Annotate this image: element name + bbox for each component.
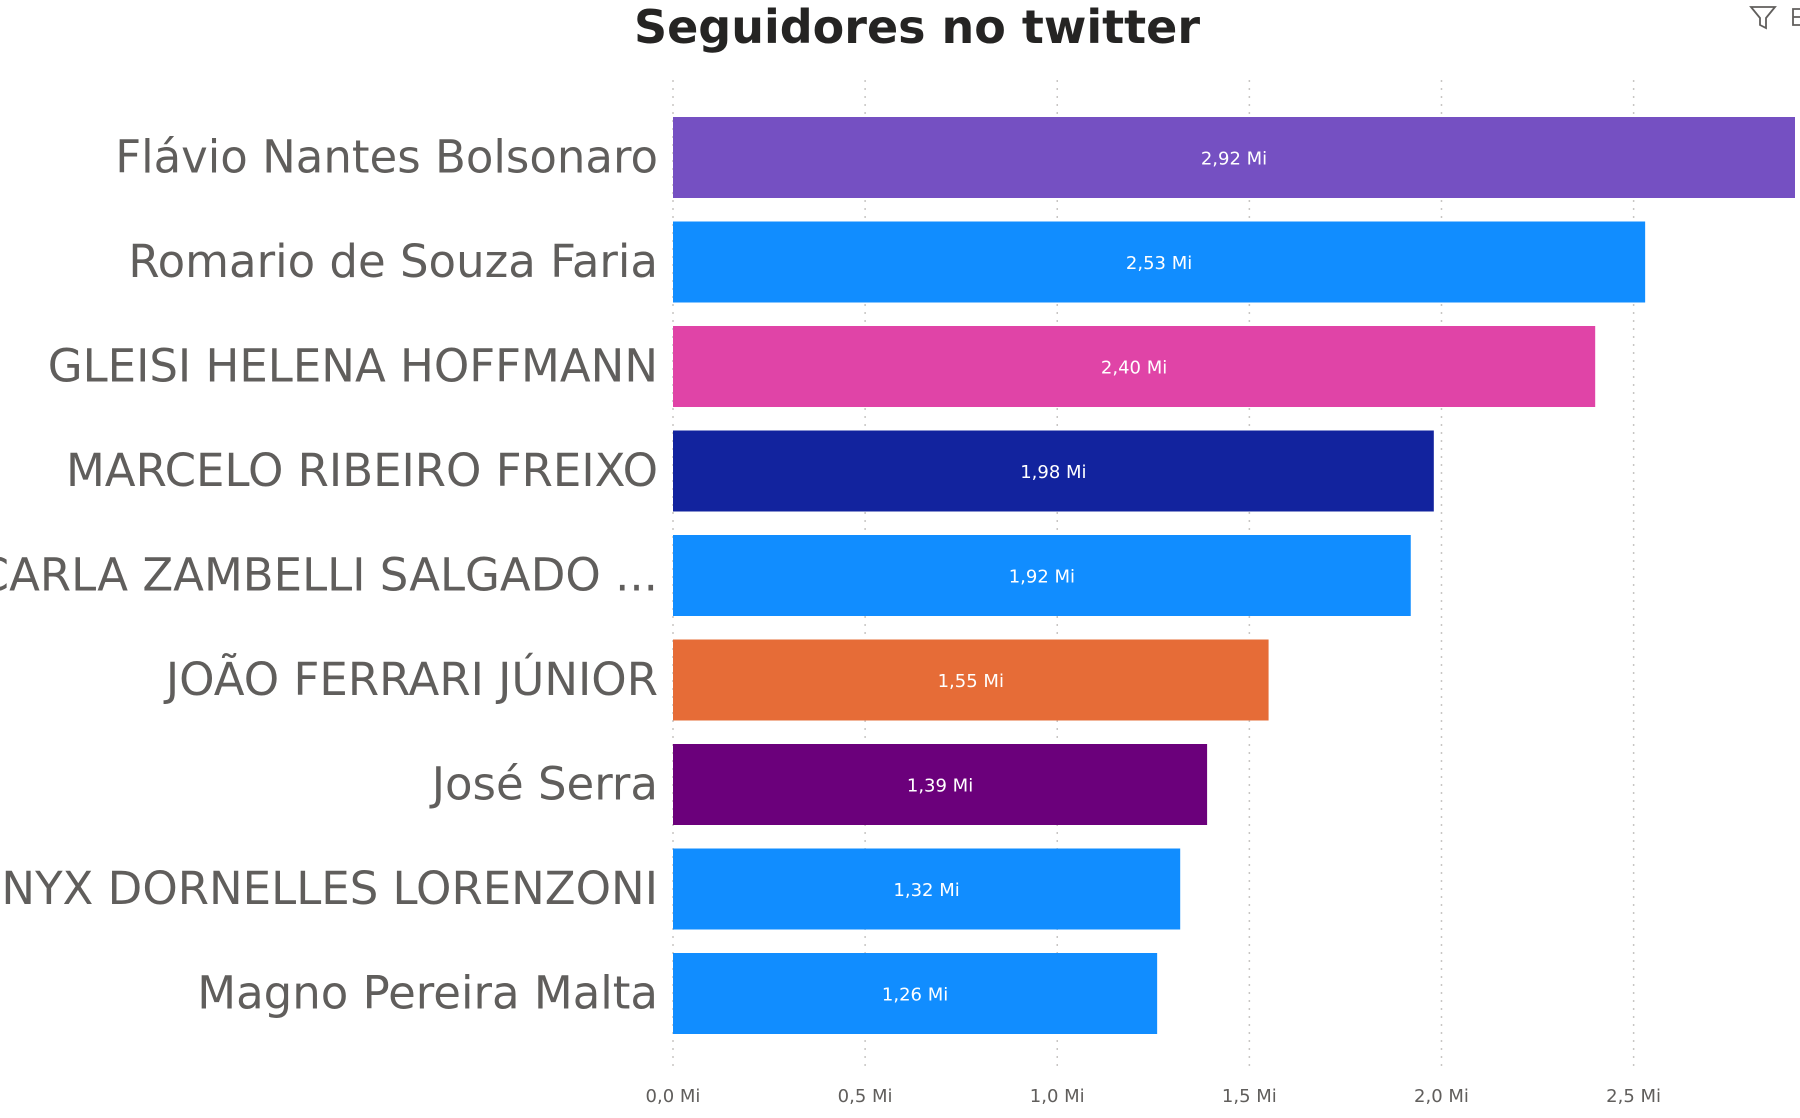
data-label: 1,92 Mi bbox=[1009, 567, 1075, 588]
bar[interactable] bbox=[673, 221, 1646, 303]
data-label: 1,32 Mi bbox=[893, 880, 959, 901]
bar[interactable] bbox=[673, 430, 1434, 512]
bar[interactable] bbox=[673, 326, 1596, 407]
chart-title: Seguidores no twitter bbox=[634, 0, 1200, 54]
x-tick-label: 2,5 Mi bbox=[1606, 1086, 1661, 1107]
x-tick-label: 1,5 Mi bbox=[1222, 1086, 1277, 1107]
category-label: Romario de Souza Faria bbox=[128, 235, 658, 288]
bar[interactable] bbox=[673, 535, 1411, 616]
filter-icon[interactable] bbox=[1749, 6, 1777, 30]
data-label: 1,39 Mi bbox=[907, 776, 973, 797]
category-label: JOÃO FERRARI JÚNIOR bbox=[163, 653, 658, 706]
category-label: Magno Pereira Malta bbox=[197, 967, 658, 1020]
category-label: José Serra bbox=[429, 758, 658, 811]
data-label: 1,55 Mi bbox=[938, 671, 1004, 692]
focus-mode-icon[interactable] bbox=[1792, 8, 1800, 26]
category-label: ONYX DORNELLES LORENZONI bbox=[0, 862, 658, 915]
category-labels: Flávio Nantes Bolsonaro Romario de Souza … bbox=[0, 131, 658, 1020]
bar[interactable] bbox=[673, 744, 1208, 825]
data-label: 1,98 Mi bbox=[1020, 462, 1086, 483]
bar[interactable] bbox=[673, 848, 1181, 930]
data-label: 2,92 Mi bbox=[1201, 149, 1267, 170]
category-label: MARCELO RIBEIRO FREIXO bbox=[66, 444, 658, 497]
category-label: GLEISI HELENA HOFFMANN bbox=[48, 340, 658, 393]
x-tick-label: 2,0 Mi bbox=[1414, 1086, 1469, 1107]
x-axis-tick-labels: 0,0 Mi 0,5 Mi 1,0 Mi 1,5 Mi 2,0 Mi 2,5 Mi bbox=[646, 1086, 1662, 1107]
data-label: 1,26 Mi bbox=[882, 985, 948, 1006]
category-label: CARLA ZAMBELLI SALGADO ... bbox=[0, 549, 658, 602]
bar[interactable] bbox=[673, 639, 1269, 721]
bar[interactable] bbox=[673, 117, 1795, 198]
data-label: 2,40 Mi bbox=[1101, 358, 1167, 379]
x-tick-label: 0,5 Mi bbox=[838, 1086, 893, 1107]
data-labels: 2,92 Mi 2,53 Mi 2,40 Mi 1,98 Mi 1,92 Mi 1,55 … bbox=[882, 149, 1267, 1006]
x-tick-label: 0,0 Mi bbox=[646, 1086, 701, 1107]
data-label: 2,53 Mi bbox=[1126, 253, 1192, 274]
category-label: Flávio Nantes Bolsonaro bbox=[115, 131, 658, 184]
bars bbox=[673, 117, 1795, 1034]
x-tick-label: 1,0 Mi bbox=[1030, 1086, 1085, 1107]
bar[interactable] bbox=[673, 953, 1158, 1034]
